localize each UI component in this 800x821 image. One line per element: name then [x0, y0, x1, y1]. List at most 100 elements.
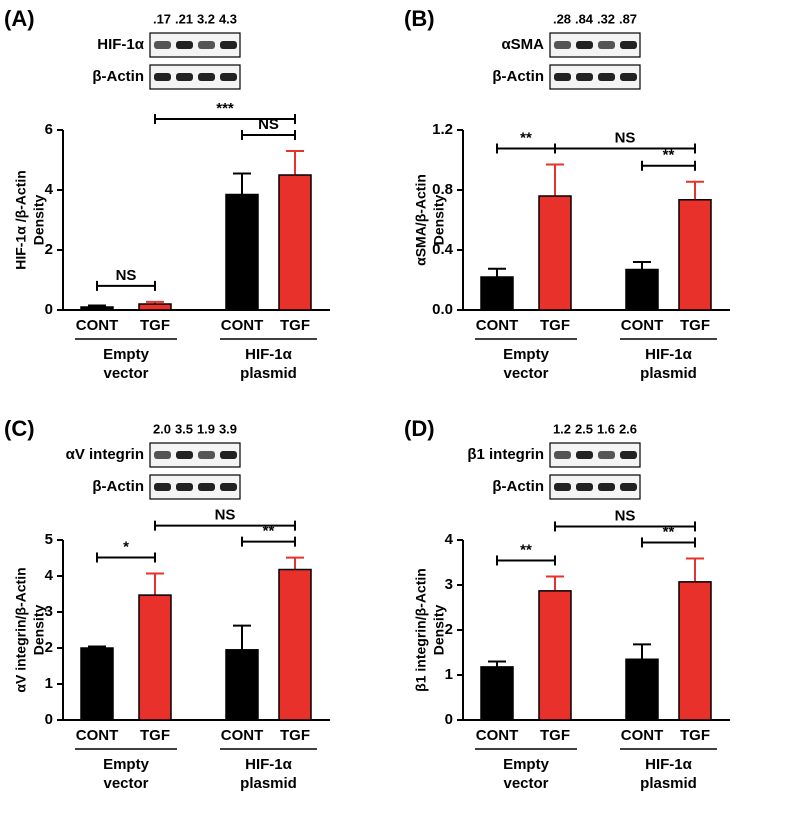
- blot-band: [154, 73, 171, 81]
- y-tick-label: 4: [45, 181, 54, 198]
- x-tick-label: TGF: [280, 727, 310, 744]
- blot-band: [198, 41, 215, 49]
- blot-band: [220, 451, 237, 459]
- x-tick-label: TGF: [140, 727, 170, 744]
- bar: [678, 199, 712, 311]
- blot-band: [598, 41, 615, 49]
- bar: [225, 649, 259, 721]
- bar: [625, 268, 659, 311]
- x-tick-label: CONT: [476, 727, 519, 744]
- bar: [80, 306, 114, 311]
- blot-density: .32: [597, 11, 615, 26]
- x-tick-label: CONT: [621, 317, 664, 334]
- blot-density: 3.9: [219, 421, 237, 436]
- blot-band: [554, 73, 571, 81]
- group-label: vector: [503, 365, 548, 382]
- blot-density: 3.2: [197, 11, 215, 26]
- blot-band: [220, 73, 237, 81]
- blot-band: [176, 41, 193, 49]
- x-tick-label: CONT: [221, 727, 264, 744]
- group-label: plasmid: [640, 365, 697, 382]
- y-axis-label: Density: [31, 605, 47, 656]
- y-tick-label: 2: [445, 621, 453, 638]
- x-tick-label: TGF: [540, 727, 570, 744]
- y-tick-label: 0: [445, 711, 453, 728]
- x-tick-label: TGF: [140, 317, 170, 334]
- group-label: plasmid: [640, 775, 697, 792]
- blot-band: [576, 483, 593, 491]
- y-tick-label: 4: [45, 567, 54, 584]
- bar: [80, 647, 114, 721]
- panel-label: (B): [404, 6, 435, 31]
- blot-band: [154, 483, 171, 491]
- group-label: plasmid: [240, 365, 297, 382]
- group-label: vector: [103, 775, 148, 792]
- x-tick-label: CONT: [76, 317, 119, 334]
- blot-band: [576, 451, 593, 459]
- significance-label: **: [663, 147, 675, 164]
- group-label: plasmid: [240, 775, 297, 792]
- y-tick-label: 2: [45, 639, 53, 656]
- y-axis-label: Density: [431, 195, 447, 246]
- y-axis-label: Density: [431, 605, 447, 656]
- significance-label: NS: [116, 267, 137, 284]
- y-tick-label: 3: [445, 576, 453, 593]
- blot-label: β-Actin: [92, 478, 144, 495]
- significance-label: **: [520, 541, 532, 558]
- blot-density: 2.0: [153, 421, 171, 436]
- blot-label: β-Actin: [492, 68, 544, 85]
- blot-band: [176, 73, 193, 81]
- group-label: HIF-1α: [645, 346, 693, 363]
- x-tick-label: CONT: [221, 317, 264, 334]
- y-axis-label: Density: [31, 195, 47, 246]
- blot-density: .87: [619, 11, 637, 26]
- blot-density: 1.6: [597, 421, 615, 436]
- blot-band: [554, 483, 571, 491]
- significance-label: NS: [615, 129, 636, 146]
- y-tick-label: 1.2: [432, 121, 453, 138]
- panel: (A) .17 .21 3.2 4.3 HIF-1α β-Actin 0 2 4 6 HIF-1α /…: [4, 6, 330, 382]
- group-label: Empty: [103, 346, 150, 363]
- x-tick-label: TGF: [680, 727, 710, 744]
- blot-density: .84: [575, 11, 594, 26]
- significance-label: NS: [258, 116, 279, 133]
- blot-band: [220, 483, 237, 491]
- panel-label: (A): [4, 6, 35, 31]
- blot-band: [598, 73, 615, 81]
- y-tick-label: 0.4: [432, 241, 454, 258]
- blot-band: [554, 41, 571, 49]
- blot-band: [154, 41, 171, 49]
- y-tick-label: 0: [45, 711, 53, 728]
- bar: [138, 594, 172, 721]
- y-tick-label: 1: [445, 666, 453, 683]
- blot-density: .28: [553, 11, 571, 26]
- bar: [225, 193, 259, 311]
- panel-label: (D): [404, 416, 435, 441]
- x-tick-label: CONT: [76, 727, 119, 744]
- group-label: HIF-1α: [245, 346, 293, 363]
- group-label: HIF-1α: [645, 756, 693, 773]
- blot-density: 2.5: [575, 421, 593, 436]
- blot-label: β-Actin: [92, 68, 144, 85]
- significance-label: NS: [215, 507, 236, 524]
- panel-label: (C): [4, 416, 35, 441]
- y-tick-label: 0.0: [432, 301, 453, 318]
- y-tick-label: 1: [45, 675, 53, 692]
- blot-density: 1.2: [553, 421, 571, 436]
- group-label: Empty: [503, 756, 550, 773]
- y-tick-label: 6: [45, 121, 53, 138]
- y-tick-label: 4: [445, 531, 454, 548]
- blot-band: [620, 451, 637, 459]
- x-tick-label: TGF: [280, 317, 310, 334]
- y-tick-label: 0.8: [432, 181, 453, 198]
- blot-band: [620, 41, 637, 49]
- blot-band: [620, 73, 637, 81]
- blot-density: .17: [153, 11, 171, 26]
- bar: [480, 276, 514, 311]
- significance-label: ***: [216, 100, 234, 117]
- bar: [278, 568, 312, 721]
- bar: [278, 174, 312, 311]
- blot-band: [554, 451, 571, 459]
- y-axis-label: β1 integrin/β-Actin: [413, 568, 429, 692]
- y-axis-label: αV integrin/β-Actin: [13, 567, 29, 692]
